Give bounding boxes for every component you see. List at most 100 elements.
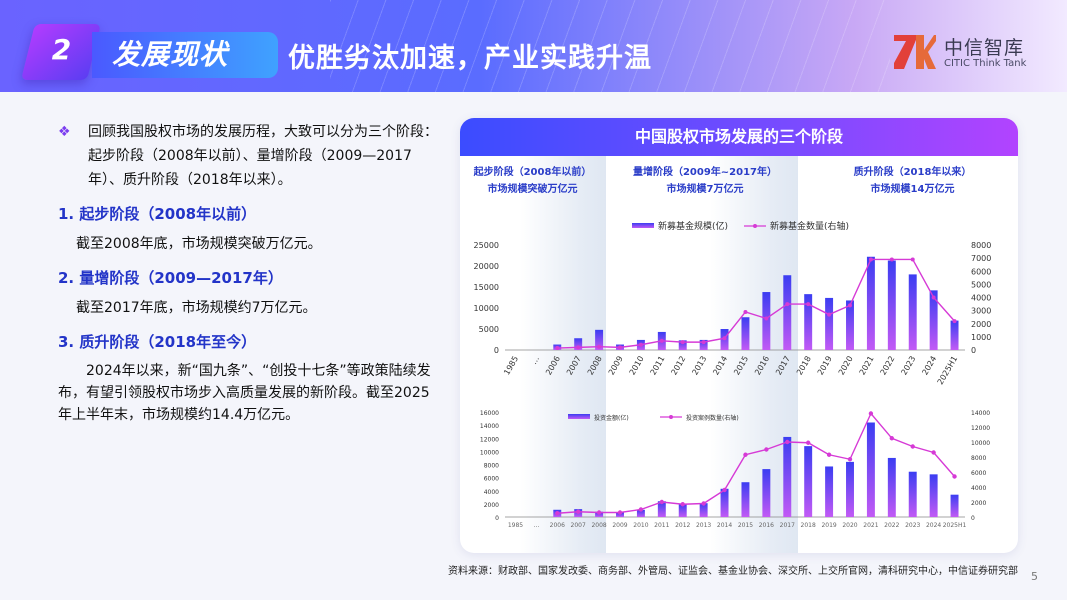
y2-tick-label: 14000 [971,410,990,417]
x-tick-label: 2007 [571,522,586,529]
phase-3: 质升阶段（2018年以来） 市场规模14万亿元 [845,164,980,198]
x-tick-label: 2018 [801,522,816,529]
bar [783,436,792,517]
x-tick-label: 1985 [508,522,523,529]
bar [804,446,813,517]
line-point [638,342,643,347]
legend-line-label: 新募基金数量(右轴) [770,220,849,232]
bar [908,471,917,517]
x-tick-label: 2011 [654,522,669,529]
bar [678,503,687,517]
intro-text: 回顾我国股权市场的发展历程，大致可以分为三个阶段：起步阶段（2008年以前）、量… [88,124,438,188]
x-tick-label: 2011 [649,355,667,377]
bar [866,422,875,517]
x-tick-label: 2010 [633,522,648,529]
x-tick-label: 2012 [675,522,690,529]
line-point [889,257,894,262]
x-tick-label: 2014 [717,522,732,529]
line-point [596,510,602,515]
x-tick-label: 2020 [837,355,855,377]
line-point [952,319,957,324]
x-tick-label: 2009 [612,522,627,529]
bar [783,275,792,350]
line-point [764,447,769,452]
section-number-badge: 2 [21,24,101,80]
citic-logo: 中信智库 CITIC Think Tank [892,32,1042,72]
bar [720,488,729,517]
bar [825,297,834,350]
header-banner: 2 发展现状 优胜劣汰加速，产业实践升温 中信智库 CITIC Think Ta… [0,0,1067,92]
line-point [805,440,811,445]
y-tick-label: 16000 [480,410,499,417]
line-point [638,507,644,512]
logo-en-text: CITIC Think Tank [944,58,1027,69]
x-tick-label: 2023 [899,355,917,377]
bar [616,512,624,517]
bar [866,256,875,350]
x-tick-label: 1985 [502,355,520,377]
bar [762,292,771,350]
line-point [743,452,748,457]
stage2-text: 截至2017年底，市场规模约7万亿元。 [76,300,317,316]
y2-tick-label: 2000 [971,500,986,507]
banner-decoration [330,0,890,92]
left-text-column: ❖ 回顾我国股权市场的发展历程，大致可以分为三个阶段：起步阶段（2008年以前）… [58,120,438,426]
y-tick-label: 14000 [480,423,499,430]
y-tick-label: 4000 [484,489,499,496]
line-point [826,452,832,457]
phase-1: 起步阶段（2008年以前） 市场规模突破万亿元 [470,164,595,198]
line-point [868,411,874,416]
legend-bar-label: 投资金额(亿) [594,414,629,422]
bar [887,260,896,350]
y-tick-label: 8000 [484,463,499,470]
section-title-pill: 发展现状 [92,32,278,78]
x-tick-label: … [533,522,539,529]
x-tick-label: 2025H1 [936,354,960,386]
bar [825,466,834,517]
y2-tick-label: 3000 [971,307,991,316]
legend-bar-swatch [568,414,590,419]
x-tick-label: 2015 [738,522,753,529]
page-title: 优胜劣汰加速，产业实践升温 [288,43,652,74]
line-point [680,502,685,507]
x-tick-label: 2017 [780,522,795,529]
y2-tick-label: 10000 [971,440,990,447]
y2-tick-label: 1000 [971,333,991,342]
stage1-text: 截至2008年底，市场规模突破万亿元。 [76,236,322,252]
y-tick-label: 5000 [479,325,499,334]
line-point [952,474,957,479]
x-tick-label: 2021 [863,522,878,529]
y2-tick-label: 0 [971,515,975,522]
y-tick-label: 12000 [480,436,499,443]
stage2-heading: 2. 量增阶段（2009—2017年） [58,269,283,287]
y2-tick-label: 8000 [971,455,986,462]
y-tick-label: 10000 [474,304,499,313]
line-point [827,312,832,317]
logo-cn-text: 中信智库 [944,37,1025,59]
y-tick-label: 20000 [474,262,499,271]
bar [574,338,583,350]
phase-1-desc: 市场规模突破万亿元 [487,184,578,195]
line-point [701,501,706,506]
x-tick-label: 2021 [858,355,876,377]
x-tick-label: 2016 [753,355,771,377]
legend-bar-swatch [632,223,654,228]
page-number: 5 [1031,570,1038,583]
y2-tick-label: 12000 [971,425,990,432]
chart-panel: 中国股权市场发展的三个阶段 起步阶段（2008年以前） 市场规模突破万亿元 量增… [460,118,1018,553]
y-tick-label: 0 [494,346,499,355]
section-title: 发展现状 [112,38,229,71]
line-point [743,309,748,314]
section-number: 2 [51,33,72,66]
line-point [618,345,622,350]
legend-line-dot [753,224,757,228]
stage3-text: 2024年以来，新“国九条”、“创投十七条”等政策陆续发布，有望引领股权市场步入… [58,363,431,423]
line-point [617,510,623,515]
panel-title: 中国股权市场发展的三个阶段 [460,118,1018,156]
line-point [785,439,790,445]
bar [741,317,750,350]
line-point [597,344,602,349]
line-point [659,499,665,505]
y2-tick-label: 8000 [971,241,991,250]
x-tick-label: 2023 [905,522,920,529]
